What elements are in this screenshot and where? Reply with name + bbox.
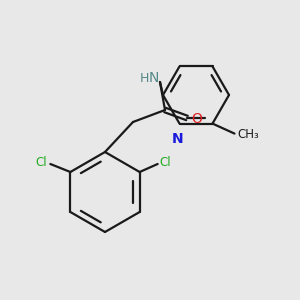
Text: CH₃: CH₃	[238, 128, 259, 141]
Text: O: O	[191, 112, 202, 126]
Text: N: N	[172, 132, 183, 145]
Text: Cl: Cl	[160, 155, 171, 169]
Text: H: H	[139, 71, 149, 85]
Text: N: N	[149, 71, 159, 85]
Text: Cl: Cl	[36, 155, 47, 169]
